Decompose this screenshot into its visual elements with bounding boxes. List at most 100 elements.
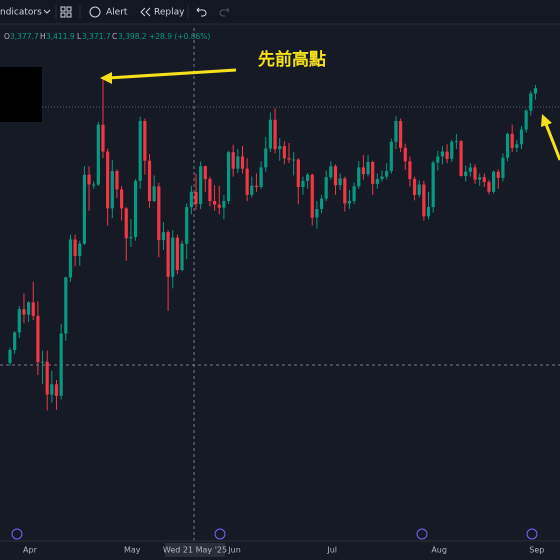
candle-body (375, 179, 379, 184)
candle-body (347, 201, 352, 204)
candle-body (222, 201, 226, 208)
candle-body (403, 147, 407, 162)
candle-body (529, 93, 533, 111)
open-value: 3,377.7 (10, 32, 39, 41)
dropdown-icon[interactable] (43, 9, 51, 14)
candle-body (524, 110, 528, 130)
candle-body (73, 239, 77, 256)
x-tick-label: Jun (227, 546, 241, 555)
x-tick-label: Aug (431, 546, 447, 555)
crosshair-label-bg (165, 543, 225, 557)
candle-body (87, 174, 91, 185)
candle-body (431, 162, 435, 208)
candle-body (78, 243, 82, 256)
annotations: 先前高點 (100, 49, 560, 161)
candle-body (240, 156, 245, 169)
candle-body (333, 166, 338, 186)
close-key: C (112, 32, 117, 41)
candle-body (389, 141, 393, 172)
plot-area (0, 28, 560, 542)
candle-body (487, 182, 491, 192)
candle-body (515, 144, 519, 148)
arrow-shaft (544, 123, 560, 161)
close-value: 3,398.2 (118, 32, 147, 41)
event-marker[interactable] (214, 528, 226, 540)
candle-body (533, 88, 538, 94)
event-marker[interactable] (526, 528, 538, 540)
candle-body (133, 180, 138, 238)
candle-body (445, 151, 449, 159)
candle-body (464, 171, 468, 176)
candle-body (120, 189, 124, 209)
candle-body (8, 350, 12, 363)
candle-body (245, 168, 249, 195)
candle-body (157, 186, 161, 241)
candle-body (343, 178, 347, 204)
candle-body (422, 184, 426, 217)
replay-button[interactable]: Replay (154, 8, 185, 18)
alert-button[interactable]: Alert (106, 8, 128, 18)
candle-body (482, 177, 486, 183)
candle-body (213, 201, 217, 205)
candle-body (110, 171, 114, 209)
candle-body (301, 180, 305, 187)
toolbar-bg (0, 0, 560, 24)
candle-body (203, 166, 207, 180)
candle-body (161, 232, 166, 241)
candle-body (13, 332, 17, 351)
candle-body (189, 191, 193, 208)
candle-body (217, 204, 221, 208)
x-tick-label: Jul (326, 546, 337, 555)
candle-body (501, 157, 505, 178)
candle-body (129, 237, 133, 239)
candle-body (473, 167, 477, 180)
low-value: 3,371.7 (82, 32, 111, 41)
candle-body (505, 133, 510, 158)
layout-icon[interactable] (60, 6, 72, 18)
x-tick-label: May (124, 546, 141, 555)
candle-body (82, 174, 86, 244)
undo-icon[interactable] (196, 7, 207, 17)
candle-body (50, 384, 54, 395)
replay-icon[interactable] (140, 7, 151, 17)
event-marker[interactable] (11, 528, 23, 540)
candle-body (92, 184, 96, 186)
x-axis: Apr May Jun Jul Aug Sep (23, 546, 544, 555)
arrow-head (100, 72, 112, 84)
ohlc-header: O 3,377.7 H 3,411.9 L 3,371.7 C 3,398.2 … (4, 32, 210, 41)
annotation-text: 先前高點 (258, 49, 326, 70)
candle-body (36, 315, 40, 363)
candle-body (259, 167, 263, 187)
indicators-button[interactable]: ndicators (0, 8, 42, 18)
candle-body (282, 146, 286, 159)
candle-body (306, 174, 310, 181)
toolbar: ndicators Alert Replay (0, 0, 560, 25)
candle-body (315, 208, 319, 218)
candle-body (185, 207, 189, 244)
high-key: H (40, 32, 46, 41)
candle-body (273, 119, 277, 150)
candle-body (138, 121, 142, 181)
alert-icon[interactable] (89, 6, 101, 18)
candle-body (268, 119, 272, 149)
candle-body (166, 232, 170, 277)
crosshair-label: Wed 21 May '25 (163, 543, 227, 557)
candle-body (231, 152, 235, 169)
event-markers (11, 528, 538, 540)
event-marker[interactable] (416, 528, 428, 540)
candle-body (366, 161, 370, 175)
candle-body (426, 207, 431, 217)
candle-body (319, 198, 324, 209)
candle-body (27, 302, 31, 315)
candle-body (371, 161, 375, 184)
candle-body (417, 184, 421, 195)
candle-body (296, 159, 300, 187)
candle-body (412, 179, 417, 195)
candle-body (440, 151, 445, 157)
change-value: +28.9 (+0.86%) (149, 32, 210, 41)
redo-icon[interactable] (219, 7, 230, 17)
arrow-shaft (107, 68, 237, 80)
candle-body (143, 121, 147, 161)
